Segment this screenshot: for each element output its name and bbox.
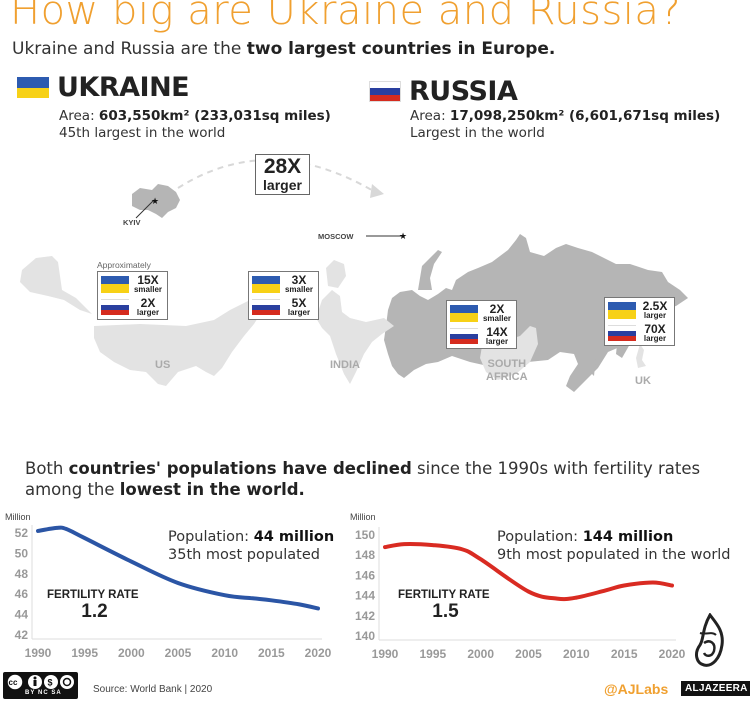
ukraine-flag-icon bbox=[252, 275, 280, 293]
map-kashmir bbox=[326, 260, 346, 288]
russia-flag-icon bbox=[608, 324, 636, 342]
y-axis-unit-label: Million bbox=[350, 512, 376, 522]
russia-flag-icon bbox=[252, 298, 280, 316]
map-label-us: US bbox=[155, 359, 171, 371]
map-label-south-africa: SOUTH AFRICA bbox=[486, 358, 528, 383]
population-intro: Both countries' populations have decline… bbox=[25, 459, 701, 499]
aljazeera-wordmark: ALJAZEERA bbox=[681, 681, 750, 696]
comparison-box-uk: 2.5X larger 70X larger bbox=[604, 297, 675, 346]
russia-area: 17,098,250km² (6,601,671sq miles) bbox=[449, 108, 721, 124]
y-tick-label: 142 bbox=[355, 609, 375, 623]
y-tick-label: 144 bbox=[355, 589, 375, 603]
map-russia bbox=[384, 234, 688, 392]
ukraine-rank: 45th largest in the world bbox=[59, 125, 226, 141]
license-text: BY NC SA bbox=[25, 690, 62, 696]
ukraine-area: 603,550km² (233,031sq miles) bbox=[98, 108, 331, 124]
ukraine-flag-icon bbox=[17, 77, 49, 98]
russia-header: RUSSIA bbox=[369, 76, 518, 107]
russia-fertility: FERTILITY RATE 1.5 bbox=[398, 589, 490, 622]
comparison-box-us: 15X smaller 2X larger bbox=[97, 271, 168, 320]
x-tick-label: 2000 bbox=[118, 646, 145, 660]
y-tick-label: 44 bbox=[15, 608, 29, 622]
ukraine-name: UKRAINE bbox=[57, 72, 190, 103]
russia-population-annotation: Population: 144 million 9th most populat… bbox=[497, 529, 731, 563]
ukraine-flag-icon bbox=[101, 275, 129, 293]
comparison-box-india: 3X smaller 5X larger bbox=[248, 271, 319, 320]
russia-flag-icon bbox=[369, 81, 401, 102]
x-tick-label: 2010 bbox=[563, 647, 590, 661]
map-india bbox=[316, 290, 394, 384]
approximately-label: Approximately bbox=[97, 260, 151, 270]
map-us bbox=[94, 296, 264, 386]
ajlabs-handle[interactable]: @AJLabs bbox=[604, 681, 669, 697]
y-tick-label: 140 bbox=[355, 629, 375, 643]
russia-flag-icon bbox=[101, 298, 129, 316]
y-tick-label: 150 bbox=[355, 528, 375, 542]
ukraine-header: UKRAINE bbox=[17, 72, 190, 103]
map-alaska bbox=[20, 256, 92, 314]
x-tick-label: 1990 bbox=[372, 647, 399, 661]
ukraine-population-annotation: Population: 44 million 35th most populat… bbox=[168, 529, 335, 563]
y-tick-label: 50 bbox=[15, 546, 29, 560]
svg-text:cc: cc bbox=[9, 678, 18, 687]
y-tick-label: 146 bbox=[355, 568, 375, 582]
kyiv-star-icon: ★ bbox=[151, 196, 159, 206]
y-tick-label: 42 bbox=[15, 628, 29, 642]
svg-text:$: $ bbox=[48, 678, 53, 688]
x-tick-label: 2010 bbox=[211, 646, 238, 660]
map-uk bbox=[636, 344, 646, 368]
aljazeera-calligraphy-logo bbox=[695, 613, 724, 667]
map-russia-north bbox=[418, 250, 442, 290]
x-tick-label: 1995 bbox=[419, 647, 446, 661]
map-sakhalin bbox=[590, 350, 596, 376]
source-note: Source: World Bank | 2020 bbox=[93, 684, 213, 695]
y-tick-label: 46 bbox=[15, 587, 29, 601]
x-tick-label: 2020 bbox=[659, 647, 686, 661]
x-tick-label: 2005 bbox=[165, 646, 192, 660]
world-map: ★ ★ bbox=[20, 159, 688, 392]
russia-population-chart: Million 150 148 146 144 142 140 1990 1995 2000 200… bbox=[350, 512, 686, 661]
russia-flag-icon bbox=[450, 327, 478, 345]
russia-rank: Largest in the world bbox=[410, 125, 545, 141]
map-south-africa bbox=[480, 326, 538, 380]
y-tick-label: 48 bbox=[15, 567, 29, 581]
subtitle-highlight: two largest countries in Europe. bbox=[246, 39, 556, 59]
x-tick-label: 1995 bbox=[71, 646, 98, 660]
arc-arrowhead-icon bbox=[370, 184, 384, 198]
x-tick-label: 2000 bbox=[467, 647, 494, 661]
comparison-box-south-africa: 2X smaller 14X larger bbox=[446, 300, 517, 349]
x-tick-label: 1990 bbox=[25, 646, 52, 660]
russia-info: Area: 17,098,250km² (6,601,671sq miles) … bbox=[410, 108, 721, 141]
map-label-uk: UK bbox=[635, 375, 651, 387]
x-tick-label: 2015 bbox=[258, 646, 285, 660]
ukraine-fertility: FERTILITY RATE 1.2 bbox=[47, 589, 139, 622]
map-label-india: INDIA bbox=[330, 359, 360, 371]
ukraine-info: Area: 603,550km² (233,031sq miles) 45th … bbox=[59, 108, 331, 141]
y-tick-label: 52 bbox=[15, 526, 29, 540]
population-line bbox=[383, 541, 674, 602]
x-tick-label: 2020 bbox=[305, 646, 332, 660]
x-tick-label: 2015 bbox=[611, 647, 638, 661]
creative-commons-license-badge: cc $ BY NC SA bbox=[3, 672, 78, 699]
moscow-label: MOSCOW bbox=[318, 232, 354, 241]
russia-name: RUSSIA bbox=[409, 76, 518, 107]
x-tick-label: 2005 bbox=[515, 647, 542, 661]
moscow-star-icon: ★ bbox=[399, 231, 407, 241]
kyiv-label: KYIV bbox=[123, 218, 141, 227]
ukraine-population-chart: Million 52 50 48 46 44 42 1990 1995 2000 2005 2010 2… bbox=[5, 512, 332, 660]
ukraine-flag-icon bbox=[450, 304, 478, 322]
y-tick-label: 148 bbox=[355, 548, 375, 562]
ukraine-flag-icon bbox=[608, 301, 636, 319]
page-title: How big are Ukraine and Russia? bbox=[10, 0, 682, 34]
page-subtitle: Ukraine and Russia are the two largest c… bbox=[12, 39, 556, 59]
y-axis-unit-label: Million bbox=[5, 512, 31, 522]
size-ratio-box: 28X larger bbox=[255, 154, 310, 195]
